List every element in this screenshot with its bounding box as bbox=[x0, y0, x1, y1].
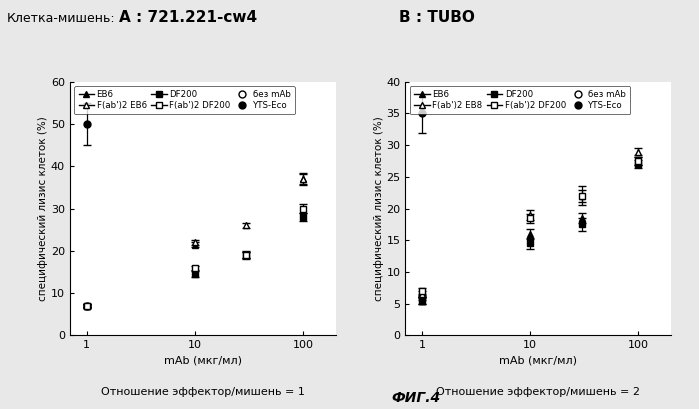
Legend: EB6, F(ab')2 EB6, DF200, F(ab')2 DF200, без mAb, YTS-Eco: EB6, F(ab')2 EB6, DF200, F(ab')2 DF200, … bbox=[74, 86, 295, 115]
Y-axis label: специфический лизис клеток (%): специфический лизис клеток (%) bbox=[38, 116, 48, 301]
Text: B : TUBO: B : TUBO bbox=[399, 10, 475, 25]
X-axis label: mAb (мкг/мл): mAb (мкг/мл) bbox=[499, 356, 577, 366]
Text: Отношение эффектор/мишень = 2: Отношение эффектор/мишень = 2 bbox=[436, 387, 640, 396]
Text: Клетка-мишень:: Клетка-мишень: bbox=[7, 12, 115, 25]
Text: ФИГ.4: ФИГ.4 bbox=[391, 391, 440, 405]
Text: Отношение эффектор/мишень = 1: Отношение эффектор/мишень = 1 bbox=[101, 387, 305, 396]
Y-axis label: специфический лизис клеток (%): специфический лизис клеток (%) bbox=[374, 116, 384, 301]
X-axis label: mAb (мкг/мл): mAb (мкг/мл) bbox=[164, 356, 242, 366]
Legend: EB6, F(ab')2 EB8, DF200, F(ab')2 DF200, без mAb, YTS-Eco: EB6, F(ab')2 EB8, DF200, F(ab')2 DF200, … bbox=[410, 86, 630, 115]
Text: A : 721.221-cw4: A : 721.221-cw4 bbox=[119, 10, 257, 25]
